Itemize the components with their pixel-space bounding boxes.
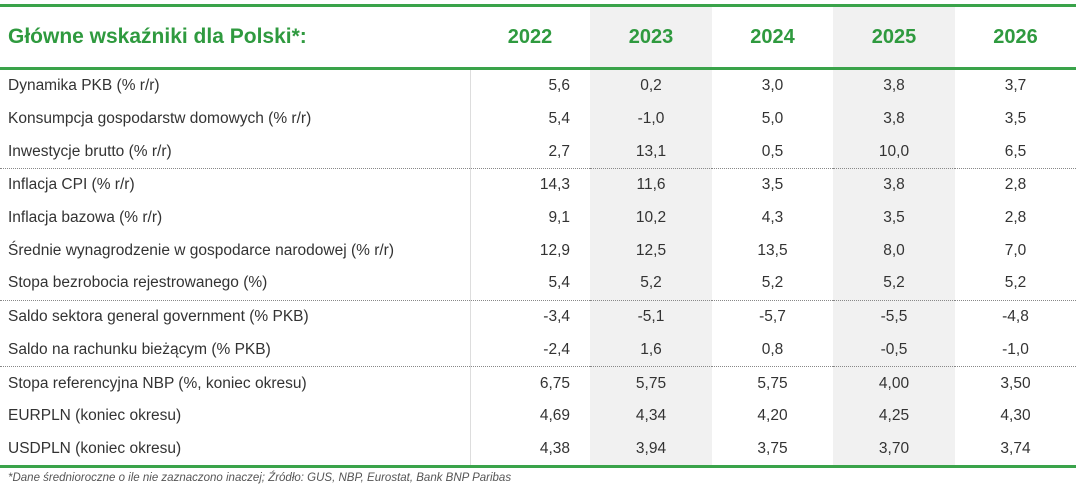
cell-value: 3,74 [1000, 439, 1031, 457]
cell-value: 5,75 [757, 374, 788, 392]
table-row: Saldo na rachunku bieżącym (% PKB) -2,4 1,… [0, 333, 1076, 368]
cell-value: 5,4 [548, 110, 570, 128]
cell-value: 4,00 [833, 366, 955, 400]
cell-value: 11,6 [590, 168, 712, 202]
cell-value: 10,2 [590, 201, 712, 235]
table-row: USDPLN (koniec okresu) 4,38 3,94 3,75 3,70 3,… [0, 432, 1076, 467]
cell-value: 0,5 [712, 135, 833, 170]
table-row: Konsumpcja gospodarstw domowych (% r/r) 5… [0, 102, 1076, 136]
cell-value: 4,3 [761, 209, 784, 227]
cell-value: 9,1 [548, 209, 570, 227]
cell-value: 3,5 [1004, 110, 1027, 128]
cell-value: 3,7 [1004, 77, 1027, 95]
row-label: Inflacja CPI (% r/r) [0, 168, 471, 202]
row-label: Inflacja bazowa (% r/r) [0, 201, 471, 235]
row-label: Konsumpcja gospodarstw domowych (% r/r) [0, 102, 471, 136]
cell-value: 2,7 [470, 135, 590, 170]
cell-value: 13,5 [757, 241, 788, 259]
cell-value: 3,50 [1000, 374, 1031, 392]
table-row: Saldo sektora general government (% PKB)… [0, 300, 1076, 334]
cell-value: 6,5 [955, 135, 1076, 170]
cell-value: 4,30 [1000, 407, 1031, 425]
column-header: 2026 [955, 5, 1076, 70]
cell-value: 3,75 [757, 439, 788, 457]
header-row: Główne wskaźniki dla Polski*: 2022 2023 20… [0, 5, 1076, 70]
cell-value: 4,69 [539, 407, 570, 425]
cell-value: -5,7 [759, 308, 786, 326]
cell-value: 5,2 [712, 267, 833, 301]
cell-value: 3,0 [761, 77, 784, 95]
cell-value: 4,25 [833, 399, 955, 433]
table-row: Inwestycje brutto (% r/r) 2,7 13,1 0,5 10,0 6… [0, 135, 1076, 170]
cell-value: -4,8 [1002, 308, 1029, 326]
cell-value: 1,6 [590, 333, 712, 368]
row-label: USDPLN (koniec okresu) [0, 432, 471, 467]
table-row: Stopa bezrobocia rejestrowanego (%) 5,4 5,… [0, 267, 1076, 301]
table-title: Główne wskaźniki dla Polski*: [0, 5, 470, 70]
cell-value: -2,4 [470, 333, 590, 368]
cell-value: 0,2 [590, 68, 712, 103]
cell-value: -5,1 [590, 300, 712, 334]
cell-value: 4,20 [757, 407, 788, 425]
column-header: 2024 [712, 5, 833, 70]
cell-value: 5,6 [548, 77, 570, 95]
cell-value: -1,0 [955, 333, 1076, 368]
cell-value: 5,2 [955, 267, 1076, 301]
cell-value: 2,8 [1004, 176, 1027, 194]
row-label: Stopa bezrobocia rejestrowanego (%) [0, 267, 471, 301]
row-label: Inwestycje brutto (% r/r) [0, 135, 471, 170]
cell-value: 10,0 [833, 135, 955, 170]
cell-value: 2,8 [1004, 209, 1027, 227]
cell-value: 12,9 [539, 241, 570, 259]
cell-value: -0,5 [833, 333, 955, 368]
cell-value: 3,70 [833, 432, 955, 467]
table-row: Stopa referencyjna NBP (%, koniec okresu… [0, 366, 1076, 400]
cell-value: 7,0 [1004, 241, 1027, 259]
cell-value: 5,75 [590, 366, 712, 400]
cell-value: 14,3 [539, 176, 570, 194]
column-header: 2023 [590, 5, 712, 70]
column-header: 2022 [470, 5, 590, 70]
cell-value: 8,0 [833, 234, 955, 268]
row-label: EURPLN (koniec okresu) [0, 399, 471, 433]
cell-value: 3,5 [833, 201, 955, 235]
row-label: Saldo na rachunku bieżącym (% PKB) [0, 333, 471, 368]
cell-value: 3,8 [833, 102, 955, 136]
row-label: Saldo sektora general government (% PKB) [0, 300, 471, 334]
row-label: Stopa referencyjna NBP (%, koniec okresu… [0, 366, 471, 400]
cell-value: 5,4 [470, 267, 590, 301]
table-body: Dynamika PKB (% r/r) 5,6 0,2 3,0 3,8 3,7 Konsu… [0, 68, 1076, 467]
table-row: Inflacja bazowa (% r/r) 9,1 10,2 4,3 3,5 2,8 [0, 201, 1076, 235]
cell-value: 4,34 [590, 399, 712, 433]
cell-value: -1,0 [590, 102, 712, 136]
cell-value: 0,8 [712, 333, 833, 368]
column-header: 2025 [833, 5, 955, 70]
cell-value: 3,8 [833, 68, 955, 103]
cell-value: 6,75 [539, 374, 570, 392]
cell-value: 13,1 [590, 135, 712, 170]
cell-value: 12,5 [590, 234, 712, 268]
cell-value: 5,2 [833, 267, 955, 301]
table-row: EURPLN (koniec okresu) 4,69 4,34 4,20 4,25 4,… [0, 399, 1076, 433]
row-label: Dynamika PKB (% r/r) [0, 68, 471, 103]
cell-value: 3,5 [761, 176, 784, 194]
cell-value: -3,4 [543, 308, 570, 326]
cell-value: 5,2 [590, 267, 712, 301]
table-row: Dynamika PKB (% r/r) 5,6 0,2 3,0 3,8 3,7 [0, 68, 1076, 103]
cell-value: 3,8 [833, 168, 955, 202]
cell-value: 4,38 [539, 439, 570, 457]
cell-value: 3,94 [590, 432, 712, 467]
cell-value: 5,0 [761, 110, 784, 128]
table-row: Inflacja CPI (% r/r) 14,3 11,6 3,5 3,8 2,8 [0, 168, 1076, 202]
indicators-table: Główne wskaźniki dla Polski*: 2022 2023 20… [0, 4, 1076, 469]
row-label: Średnie wynagrodzenie w gospodarce narod… [0, 234, 471, 268]
cell-value: -5,5 [833, 300, 955, 334]
footnote: *Dane średnioroczne o ile nie zaznaczono… [8, 472, 512, 484]
table-row: Średnie wynagrodzenie w gospodarce narod… [0, 234, 1076, 268]
